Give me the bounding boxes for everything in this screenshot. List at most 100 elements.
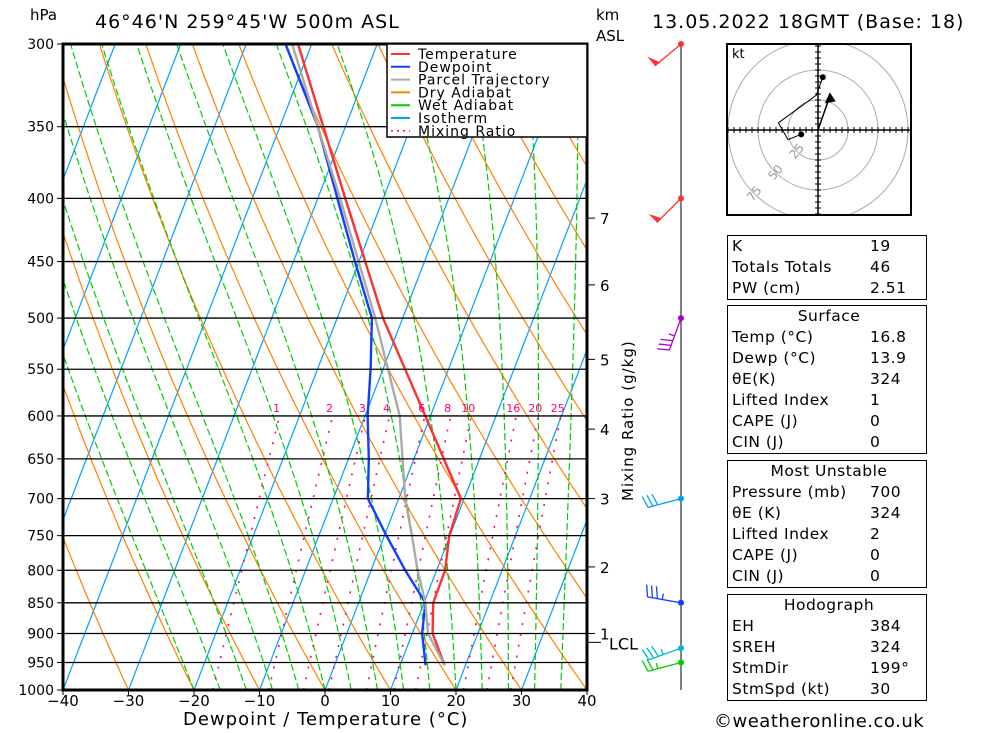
info-label: Temp (°C) [732, 328, 814, 346]
legend-label: Wet Adiabat [418, 98, 514, 114]
hodograph-frame [726, 43, 912, 216]
info-row: StmDir 199° [728, 658, 927, 679]
info-row: SREH 324 [728, 637, 927, 658]
x-tick-label: −10 [244, 692, 276, 710]
datetime-label: 13.05.2022 18GMT (Base: 18) [652, 11, 965, 33]
info-label: CAPE (J) [732, 546, 799, 564]
info-row: CIN (J) 0 [728, 566, 927, 588]
info-label: PW (cm) [732, 279, 801, 297]
wet-adiabat-line [70, 44, 300, 690]
km-tick-label: 3 [600, 491, 610, 509]
parcel-trajectory-line [290, 44, 446, 666]
km-tick-label: 2 [600, 559, 610, 577]
info-row: CAPE (J) 0 [728, 411, 927, 432]
wind-barb-half [661, 593, 664, 600]
copyright-link[interactable]: ©weatheronline.co.uk [714, 711, 925, 732]
wind-barb-half [660, 648, 664, 655]
info-value: 46 [870, 258, 891, 276]
wet-adiabat-line [63, 277, 221, 690]
info-value: 0 [870, 433, 881, 451]
info-row: θE (K) 324 [728, 503, 927, 524]
hodograph-ring-label: 25 [787, 141, 808, 162]
wet-adiabat-line [275, 44, 431, 690]
mixing-ratio-label: 3 [359, 402, 366, 415]
x-tick-label: 0 [320, 692, 330, 710]
info-value: 324 [870, 638, 902, 656]
info-value: 324 [870, 504, 902, 522]
wind-barb-full [658, 343, 672, 346]
y-tick-label: 350 [27, 120, 54, 136]
isotherm-line [63, 44, 116, 182]
wind-barb [641, 658, 684, 672]
hodograph-table-title: Hodograph [783, 596, 875, 614]
hodograph-ring-label: 75 [744, 183, 765, 204]
mixing-ratio-label: 2 [326, 402, 333, 415]
info-row: CAPE (J) 0 [728, 545, 927, 566]
legend-box [386, 43, 588, 138]
km-label: km [596, 6, 620, 24]
info-value: 0 [870, 412, 881, 430]
y-tick-label: 800 [27, 563, 54, 579]
dry-adiabat-line [470, 44, 587, 251]
wind-barb-shaft [647, 497, 682, 509]
info-row: CIN (J) 0 [728, 432, 927, 454]
x-tick-label: 20 [446, 692, 465, 710]
info-row: Pressure (mb) 700 [728, 482, 927, 503]
x-tick-label: 10 [381, 692, 400, 710]
location-title: 46°46'N 259°45'W 500m ASL [95, 11, 400, 33]
y-tick-label: 700 [27, 492, 54, 508]
wind-barb [657, 315, 684, 351]
wind-barb-full [646, 494, 654, 507]
km-tick-label: 7 [600, 210, 610, 228]
info-label: SREH [732, 638, 777, 656]
y-tick-label: 300 [27, 37, 54, 53]
info-label: Pressure (mb) [732, 483, 847, 501]
legend-label: Parcel Trajectory [418, 73, 551, 89]
y-tick-label: 1000 [18, 683, 54, 699]
dry-adiabat-line [982, 44, 1000, 690]
info-row: Totals Totals 46 [728, 257, 927, 278]
storm-motion-arrowhead [824, 92, 836, 104]
dewpoint-line [284, 44, 427, 666]
info-value: 19 [870, 237, 891, 255]
wet-adiabat-line [136, 44, 352, 690]
x-axis-title: Dewpoint / Temperature (°C) [183, 709, 469, 730]
mixing-ratio-label: 10 [461, 402, 475, 415]
info-label: Lifted Index [732, 525, 830, 543]
y-tick-label: 550 [27, 362, 54, 378]
x-tick-label: −40 [47, 692, 79, 710]
wind-barb-full [660, 338, 673, 342]
dry-adiabat-line [191, 44, 522, 690]
wind-barb-full [650, 645, 659, 657]
wind-barb-full [655, 586, 659, 599]
mixing-ratio-axis-title: Mixing Ratio (g/kg) [619, 340, 637, 501]
mixing-ratio-label: 8 [444, 402, 451, 415]
most-unstable-table: Most Unstable Pressure (mb) 700 θE (K) 324 Li… [727, 460, 927, 588]
wind-barb-shaft [648, 647, 682, 661]
legend-label: Isotherm [418, 111, 488, 127]
wind-barb-full [641, 660, 649, 672]
wind-barb [645, 584, 684, 606]
mixing-ratio-label: 4 [383, 402, 390, 415]
wind-barb-half [655, 662, 659, 669]
asl-label: ASL [596, 27, 625, 45]
info-value: 16.8 [870, 328, 907, 346]
wet-adiabat-line [63, 111, 274, 690]
info-value: 324 [870, 370, 902, 388]
mixing-ratio-label: 1 [273, 402, 280, 415]
mixing-ratio-line [328, 415, 391, 690]
info-value: 30 [870, 680, 891, 698]
info-value: 199° [870, 659, 910, 677]
info-label: StmDir [732, 659, 789, 677]
info-value: 384 [870, 617, 902, 635]
wind-barb-full [646, 647, 655, 659]
x-tick-label: −20 [178, 692, 210, 710]
isotherm-line [258, 44, 509, 690]
wind-barb [648, 195, 684, 223]
mixing-ratio-line [268, 415, 334, 690]
hodograph-endpoint [798, 131, 805, 138]
isotherm-line [520, 518, 587, 690]
